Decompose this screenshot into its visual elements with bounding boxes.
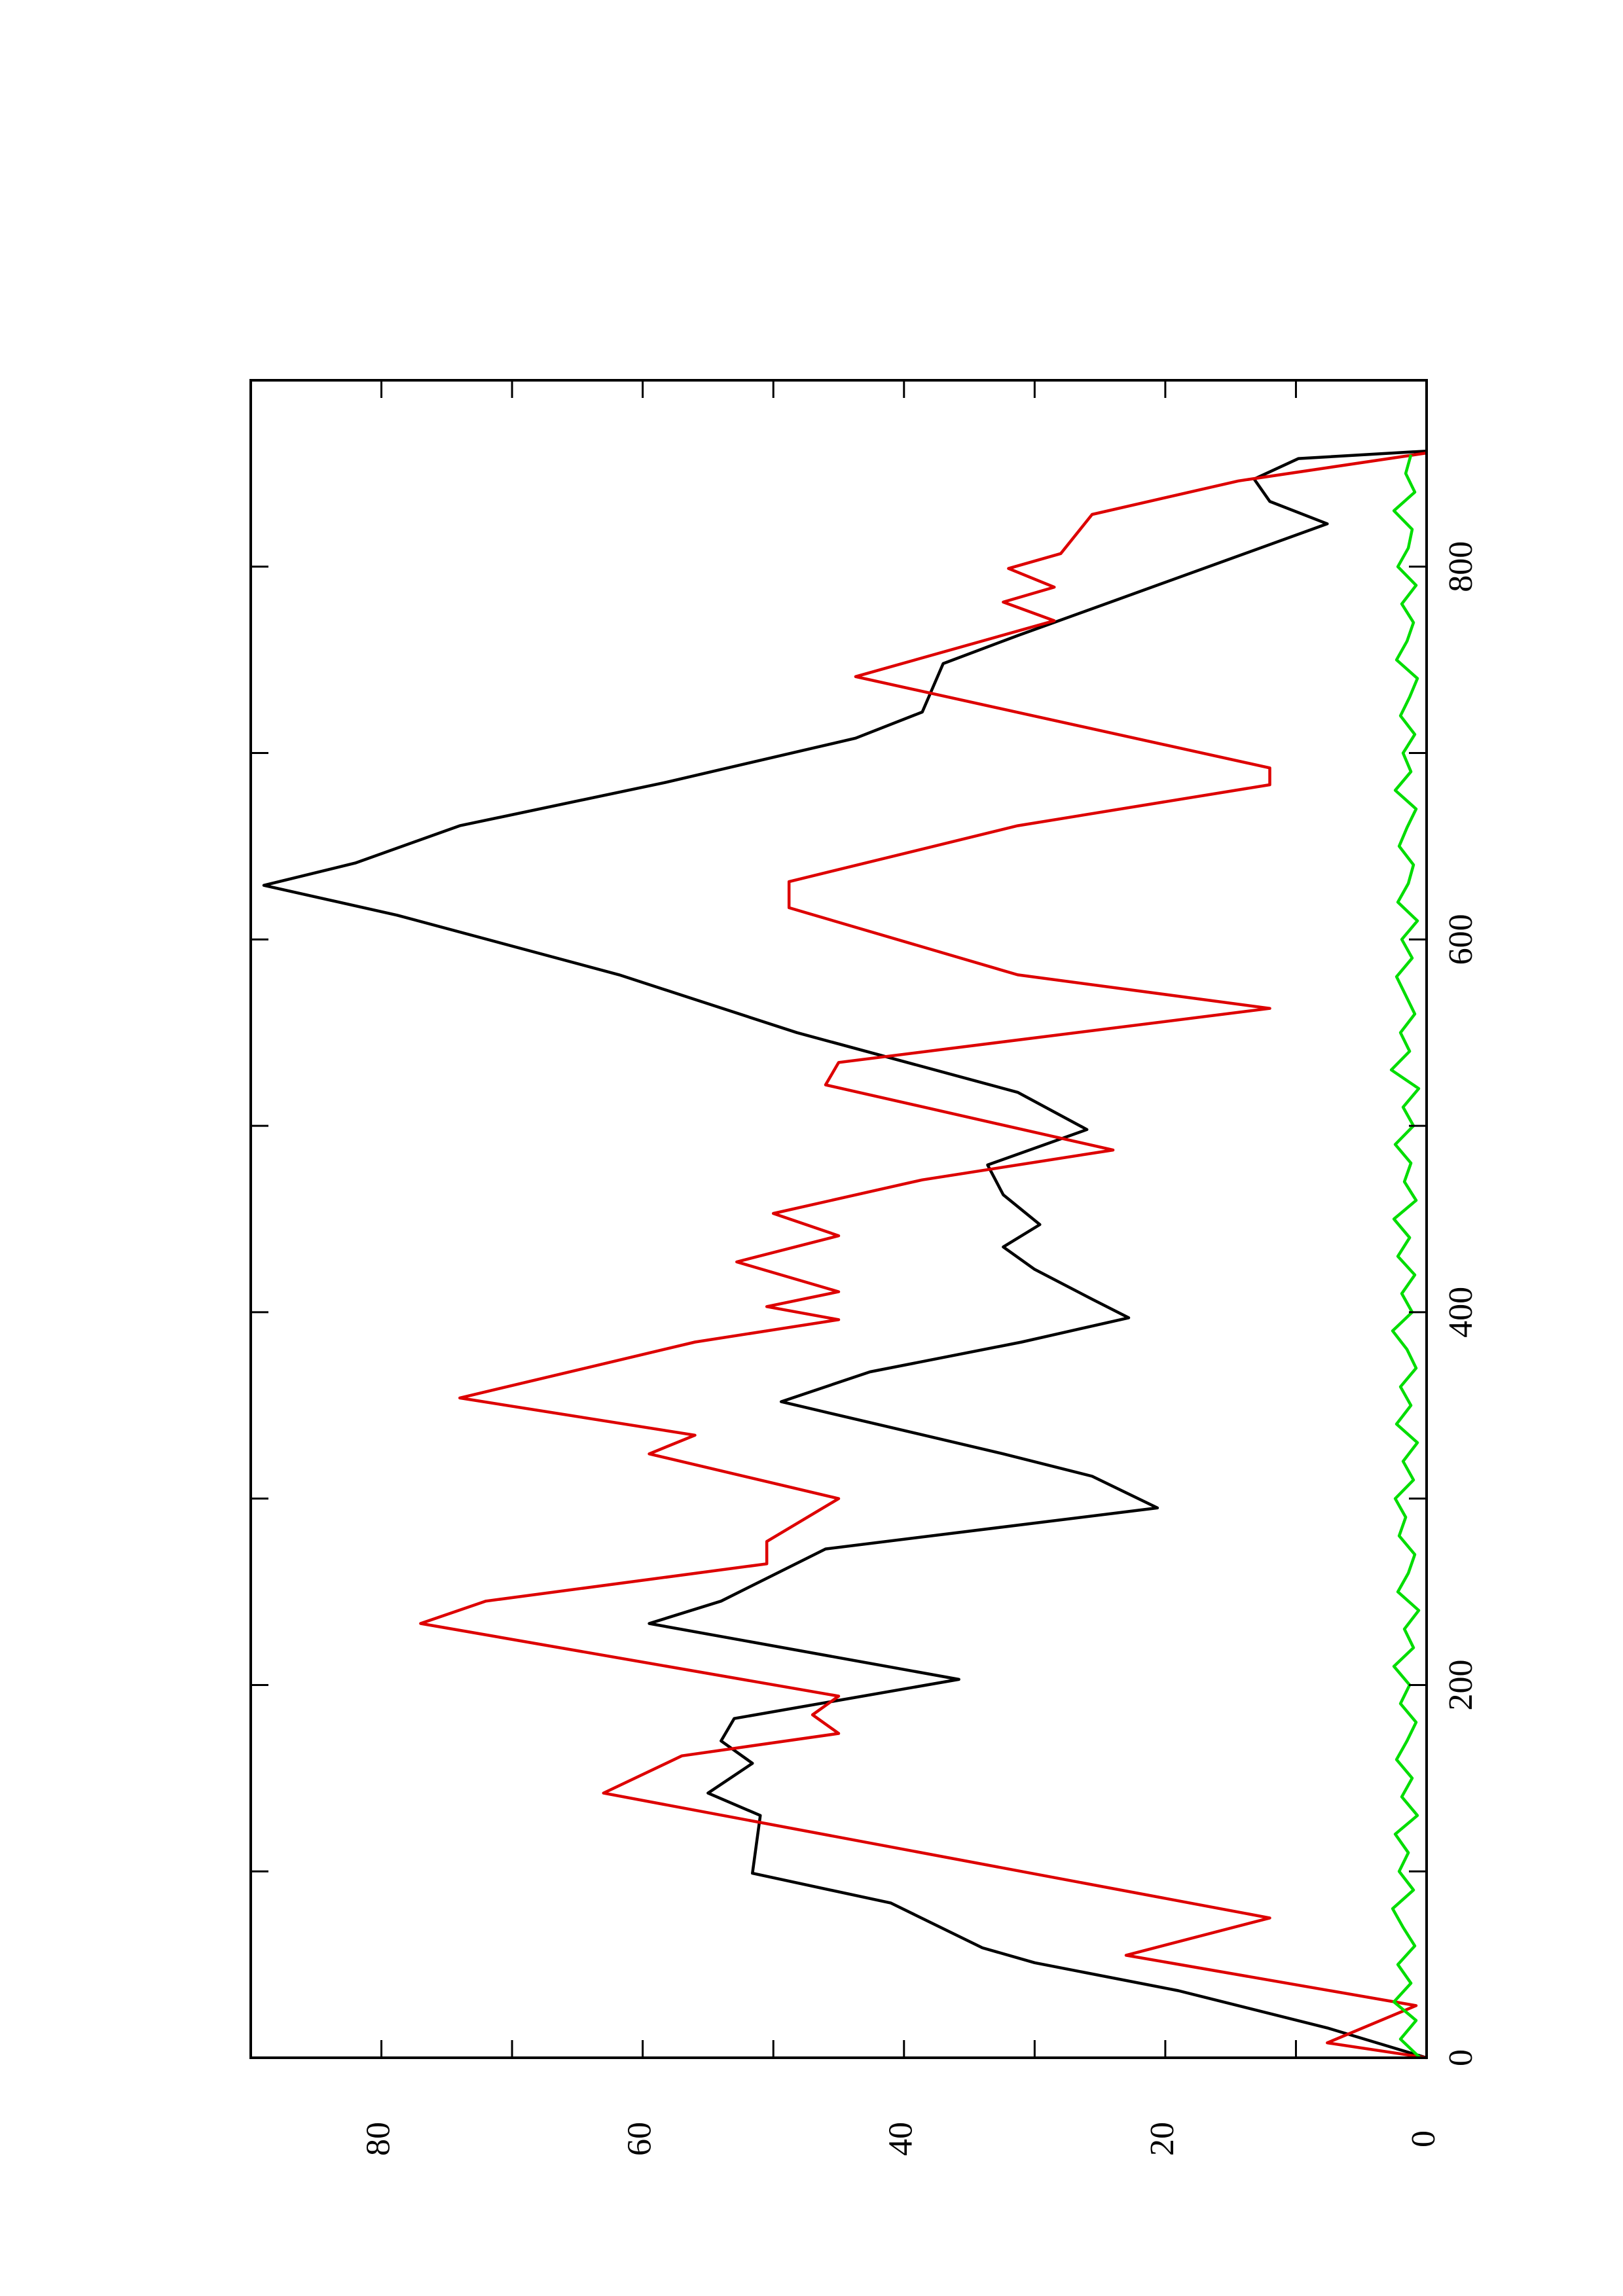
y-tick-label: 60 <box>621 2122 659 2156</box>
y-tick-label: 40 <box>883 2122 920 2156</box>
x-tick-label: 0 <box>1442 2049 1480 2066</box>
y-tick-label: 20 <box>1144 2122 1181 2156</box>
plot-frame <box>249 379 1428 2059</box>
data-line <box>262 449 1427 2060</box>
x-tick-label: 400 <box>1442 1287 1480 1338</box>
x-tick-label: 200 <box>1442 1659 1480 1710</box>
x-tick-label: 800 <box>1442 541 1480 592</box>
data-line <box>1389 454 1421 2059</box>
y-tick-label: 80 <box>359 2122 397 2156</box>
x-tick-label: 600 <box>1442 914 1480 965</box>
data-line <box>419 451 1427 2060</box>
y-tick-label: 0 <box>1405 2130 1442 2147</box>
